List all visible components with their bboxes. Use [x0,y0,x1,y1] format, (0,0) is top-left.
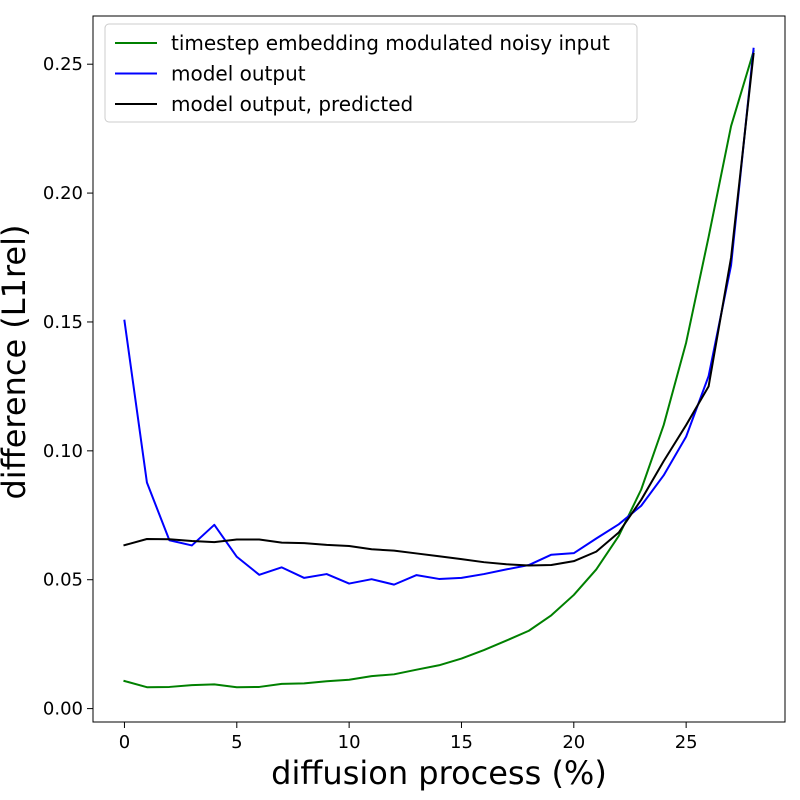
x-tick-label: 5 [231,732,242,753]
y-axis-title: difference (L1rel) [0,225,33,500]
y-tick-label: 0.20 [43,183,83,204]
legend: timestep embedding modulated noisy input… [104,23,638,123]
x-tick-label: 15 [450,732,473,753]
legend-label: model output [171,62,306,86]
series-line-1 [123,50,755,689]
x-tick-label: 25 [675,732,698,753]
y-tick-label: 0.15 [43,312,83,333]
series-line-2 [123,47,755,586]
legend-label: timestep embedding modulated noisy input [171,31,610,55]
x-tick-label: 20 [562,732,585,753]
y-tick-label: 0.05 [43,570,83,591]
plot-frame [92,15,786,723]
series-layer [123,47,755,689]
y-tick-label: 0.25 [43,54,83,75]
x-tick-label: 10 [338,732,361,753]
legend-box [104,23,638,123]
legend-label: model output, predicted [171,92,413,116]
x-tick-label: 0 [119,732,130,753]
x-axis: 0 5 10 15 20 25 [119,722,698,753]
x-axis-title: diffusion process (%) [271,754,607,792]
y-axis: 0.00 0.05 0.10 0.15 0.20 0.25 [43,54,93,720]
series-line-3 [123,52,755,567]
y-tick-label: 0.10 [43,441,83,462]
y-tick-label: 0.00 [43,699,83,720]
